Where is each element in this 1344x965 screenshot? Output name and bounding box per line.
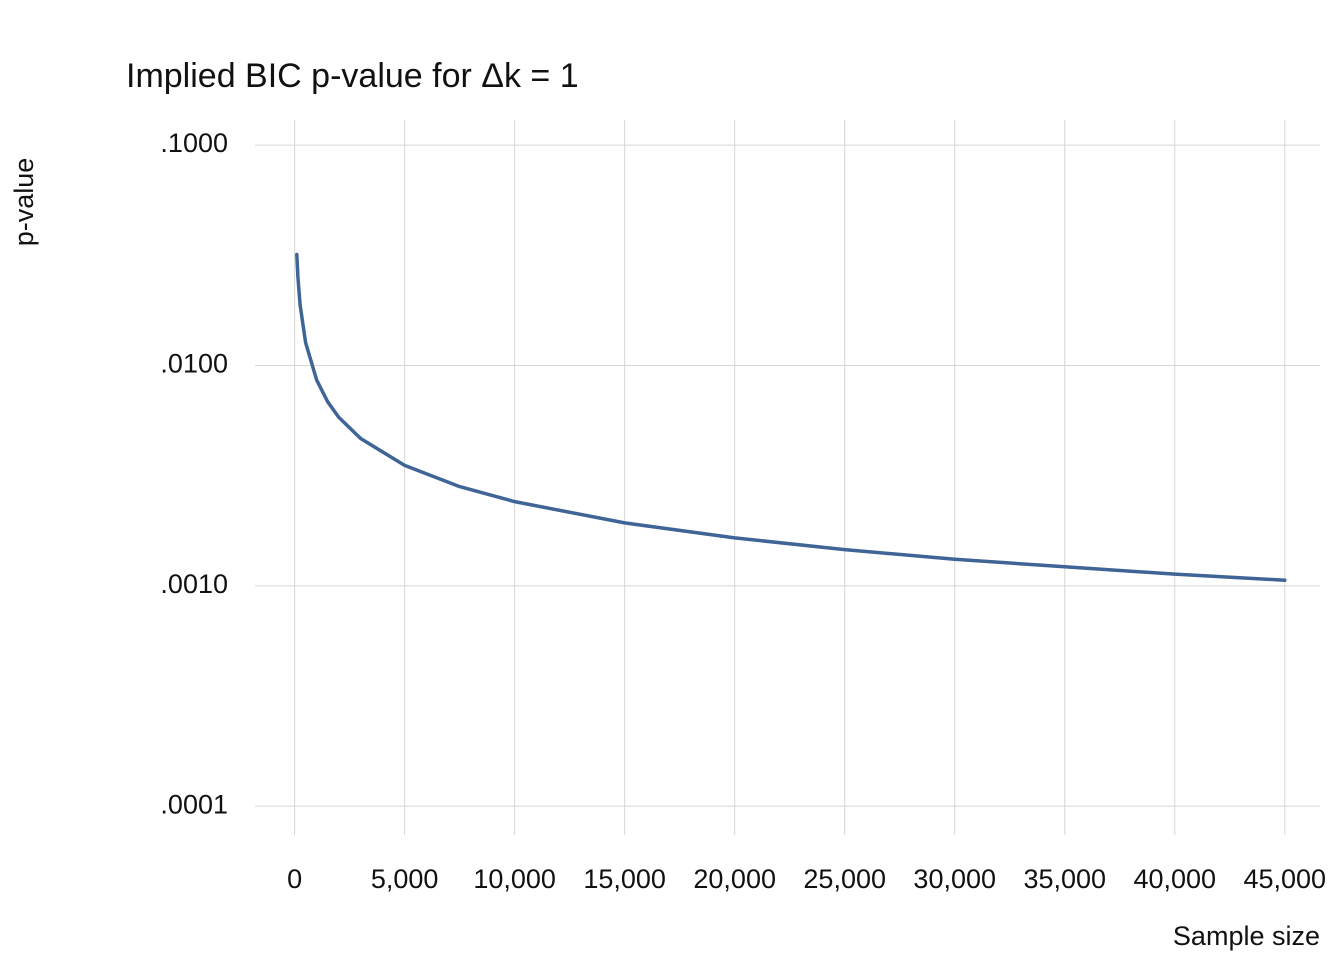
- x-tick-label: 0: [287, 864, 302, 894]
- x-tick-label: 25,000: [803, 864, 886, 894]
- x-tick-label: 15,000: [583, 864, 666, 894]
- x-axis-label: Sample size: [1173, 921, 1320, 951]
- y-tick-label: .1000: [160, 128, 228, 158]
- x-tick-label: 30,000: [913, 864, 996, 894]
- x-tick-label: 5,000: [371, 864, 439, 894]
- chart-title: Implied BIC p-value for Δk = 1: [126, 57, 579, 95]
- y-tick-label: .0001: [160, 789, 228, 819]
- x-tick-label: 45,000: [1243, 864, 1326, 894]
- x-tick-label: 20,000: [693, 864, 776, 894]
- x-tick-label: 10,000: [473, 864, 556, 894]
- line: [295, 252, 1287, 582]
- x-tick-label: 35,000: [1023, 864, 1106, 894]
- x-tick-label: 40,000: [1133, 864, 1216, 894]
- y-tick-label: .0100: [160, 349, 228, 379]
- y-tick-label: .0010: [160, 569, 228, 599]
- y-axis-label: p-value: [9, 158, 39, 247]
